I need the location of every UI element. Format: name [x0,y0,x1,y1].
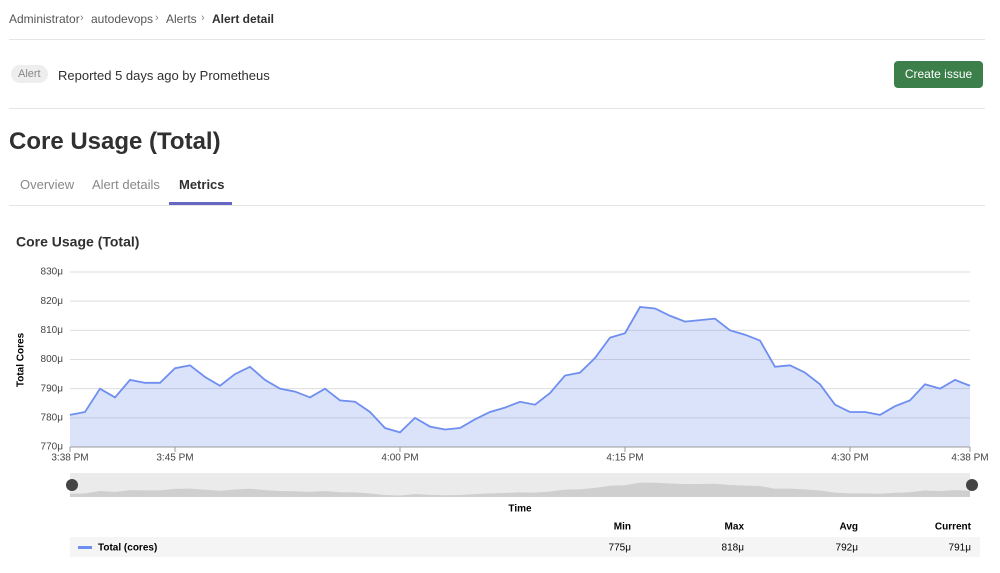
x-axis-label: Time [508,504,532,515]
legend-swatch [78,546,92,549]
tab[interactable]: Metrics [179,177,225,192]
reported-text: Reported 5 days ago by Prometheus [58,68,270,83]
breadcrumb: Alert detail [212,12,275,26]
page-title: Core Usage (Total) [9,128,221,155]
legend-row [70,537,980,557]
divider [9,205,985,206]
summary-header: Min [614,522,631,533]
divider [9,39,985,40]
y-tick-label: 770μ [41,442,64,453]
summary-header: Avg [839,522,858,533]
tab[interactable]: Overview [20,177,75,192]
create-issue-button[interactable]: Create issue [894,61,983,88]
chart-title: Core Usage (Total) [16,234,139,250]
summary-value: 791μ [949,543,972,554]
summary-header: Current [935,522,972,533]
navigator-area [70,482,970,497]
summary-value: 792μ [836,543,859,554]
separator: › [80,12,84,24]
badge: Alert [11,65,48,83]
navigator-handle[interactable] [66,479,78,491]
y-axis-label: Total Cores [16,332,27,387]
x-tick-label: 3:38 PM [51,453,88,464]
y-tick-label: 820μ [41,296,64,307]
x-tick-label: 4:15 PM [606,453,643,464]
legend-label: Total (cores) [98,543,157,554]
summary-header: Max [725,522,745,533]
tab-indicator [169,202,232,205]
y-tick-label: 790μ [41,383,64,394]
x-tick-label: 4:30 PM [831,453,868,464]
y-tick-label: 830μ [41,267,64,278]
separator: › [155,12,159,24]
summary-value: 775μ [609,543,632,554]
navigator-handle[interactable] [966,479,978,491]
y-tick-label: 800μ [41,354,64,365]
summary-value: 818μ [722,543,745,554]
area [70,307,970,447]
y-tick-label: 780μ [41,412,64,423]
tab[interactable]: Alert details [92,177,160,192]
breadcrumb[interactable]: Alerts [166,12,197,26]
separator: › [201,12,205,24]
x-tick-label: 3:45 PM [156,453,193,464]
breadcrumb[interactable]: autodevops [91,12,154,26]
breadcrumb[interactable]: Administrator [9,12,80,26]
divider [9,108,985,109]
y-tick-label: 810μ [41,325,64,336]
x-tick-label: 4:38 PM [951,453,988,464]
x-tick-label: 4:00 PM [381,453,418,464]
line [69,306,971,434]
